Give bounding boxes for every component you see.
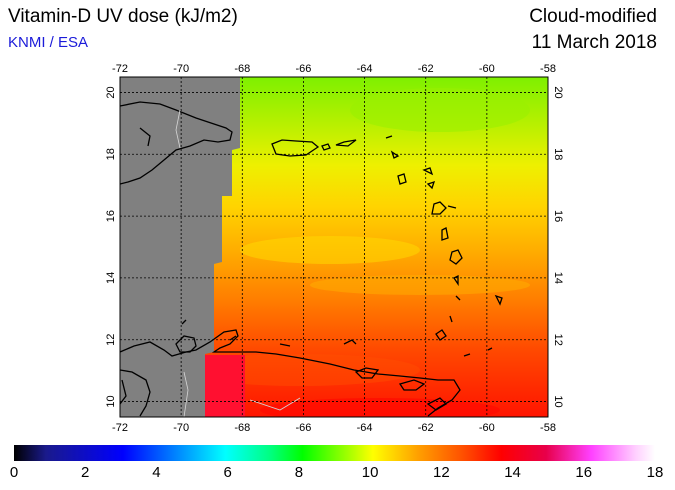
- lon-tick-label-bottom: -60: [479, 422, 495, 434]
- colorbar-tick-label: 12: [432, 464, 450, 481]
- colorbar-tick-label: 8: [294, 464, 304, 481]
- colorbar: [14, 445, 655, 461]
- uv-field: [120, 77, 548, 417]
- lon-tick-label-bottom: -70: [173, 422, 189, 434]
- uv-dose-map: -72 -72 -70 -70 -68 -68 -66 -66 -64 -64 -62 -62 -60 -…: [105, 63, 564, 434]
- map-gridlines: [120, 77, 548, 417]
- lat-tick-label-right: 16: [552, 210, 564, 222]
- lat-tick-label-left: 14: [105, 272, 117, 284]
- lat-tick-label-right: 20: [552, 86, 564, 98]
- lat-tick-label-left: 16: [105, 210, 117, 222]
- colorbar-tick-label: 16: [575, 464, 593, 481]
- lat-tick-label-right: 14: [552, 272, 564, 284]
- lat-tick-label-right: 12: [552, 334, 564, 346]
- borders: [175, 109, 301, 417]
- colorbar-tick-label: 6: [223, 464, 232, 481]
- lat-tick-label-right: 18: [552, 148, 564, 160]
- lon-tick-label-top: -70: [173, 63, 189, 75]
- lon-tick-label-bottom: -64: [357, 422, 373, 434]
- no-data-region: [120, 77, 240, 417]
- product-mode-label: Cloud-modified: [529, 6, 657, 27]
- lat-tick-label-left: 10: [105, 395, 117, 407]
- lon-tick-label-top: -60: [479, 63, 495, 75]
- lon-tick-label-top: -62: [418, 63, 434, 75]
- map-title: Vitamin-D UV dose (kJ/m2): [8, 6, 238, 27]
- lon-tick-label-top: -68: [234, 63, 250, 75]
- colorbar-tick-label: 14: [504, 464, 521, 481]
- lat-tick-label-left: 12: [105, 334, 117, 346]
- high-dose-patch: [205, 355, 245, 417]
- lon-tick-label-top: -58: [540, 63, 556, 75]
- colorbar-tick-label: 2: [81, 464, 90, 481]
- organization-label: KNMI / ESA: [8, 34, 89, 51]
- lon-tick-label-bottom: -68: [234, 422, 250, 434]
- map-frame: [119, 76, 549, 418]
- lon-tick-label-top: -66: [295, 63, 311, 75]
- lon-tick-label-bottom: -66: [295, 422, 311, 434]
- lat-tick-label-left: 18: [105, 148, 117, 160]
- date-label: 11 March 2018: [531, 32, 657, 53]
- colorbar-tick-label: 0: [9, 464, 19, 481]
- colorbar-tick-label: 4: [152, 464, 161, 481]
- lon-tick-label-bottom: -62: [418, 422, 434, 434]
- colorbar-tick-label: 10: [361, 464, 379, 481]
- lon-tick-label-bottom: -72: [112, 422, 128, 434]
- lat-tick-label-right: 10: [552, 395, 564, 407]
- lon-tick-label-bottom: -58: [540, 422, 556, 434]
- lat-tick-label-left: 20: [105, 86, 117, 98]
- lon-tick-label-top: -72: [112, 63, 128, 75]
- lon-tick-label-top: -64: [357, 63, 373, 75]
- colorbar-tick-label: 18: [646, 464, 664, 481]
- axis-tick-labels: -72 -72 -70 -70 -68 -68 -66 -66 -64 -64 -62 -62 -60 -…: [105, 63, 564, 434]
